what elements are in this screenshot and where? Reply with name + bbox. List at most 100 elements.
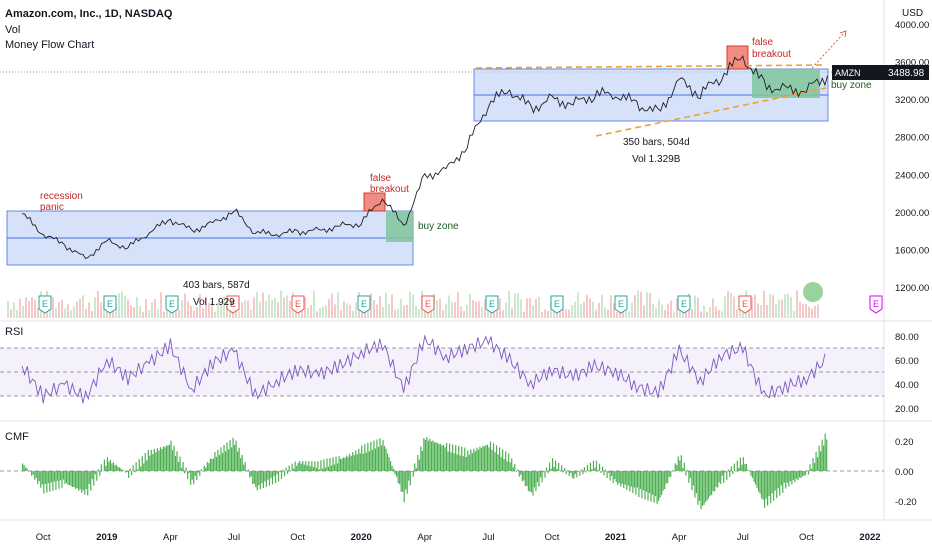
cmf-bar [777,471,779,488]
volume-bar [796,290,798,318]
cmf-bar [782,471,784,494]
cmf-bar [462,456,464,471]
cmf-bar [374,448,377,471]
cmf-bar [88,471,90,485]
cmf-bar [344,457,346,471]
cmf-bar [215,456,218,471]
cmf-bar [223,444,225,471]
cmf-bar [229,440,231,471]
volume-bar [178,310,180,318]
cmf-bar [561,465,563,471]
cmf-bar [579,471,581,476]
cmf-bar [556,468,558,471]
cmf-bar [762,471,764,500]
cmf-bar [380,445,383,471]
cmf-bar [645,471,648,492]
volume-bar [64,308,66,318]
cmf-bar [78,471,80,491]
cmf-bar [26,468,28,471]
cmf-bar [335,456,337,471]
cmf-bar [679,460,681,471]
earnings-marker-label: E [873,299,879,309]
volume-bar [379,295,381,318]
cmf-bar [252,471,254,485]
volume-bar [547,310,549,318]
cmf-bar [25,467,27,471]
cmf-bar [767,471,769,506]
cmf-bar [733,463,735,471]
volume-bar [583,301,585,318]
cmf-bar [606,471,608,479]
volume-bar [151,301,153,318]
cmf-bar [420,446,422,471]
cmf-bar [436,443,439,471]
time-axis-tick: Oct [290,532,305,543]
cmf-bar [562,471,564,473]
cmf-bar [144,453,146,471]
time-axis-tick: Apr [417,532,432,543]
cmf-bar [727,469,729,471]
cmf-bar [711,471,713,495]
cmf-bar [810,468,813,471]
cmf-bar [670,471,672,478]
cmf-bar [267,471,269,480]
cmf-bar [109,459,112,471]
volume-bar [466,304,468,318]
cmf-bar [70,471,72,487]
cmf-bar [745,464,748,471]
rsi-axis-tick: 20.00 [895,404,919,415]
volume-bar [457,292,459,318]
volume-bar [802,303,804,318]
cmf-bar [742,457,744,471]
cmf-bar [823,445,825,471]
volume-bar [25,297,27,318]
cmf-bar [792,471,794,481]
cmf-bar [571,471,573,478]
cmf-bar [423,438,425,471]
cmf-bar [703,471,705,505]
volume-bar [445,303,447,318]
volume-bar [157,309,159,318]
cmf-bar [406,471,408,494]
volume-bar [460,306,462,318]
cmf-bar [815,451,817,471]
volume-bar [286,295,288,318]
cmf-bar [318,469,320,471]
volume-bar [370,293,372,318]
range2-vol-label: Vol 1.329B [632,154,681,165]
cmf-bar [654,471,657,497]
volume-bar [70,310,72,318]
volume-bar [484,299,486,318]
false-breakout-2-line1: false [752,37,774,48]
cmf-bar [648,471,651,494]
cmf-bar [343,457,345,471]
volume-bar [382,306,384,318]
volume-bar [760,305,762,318]
price-axis-tick: 1600.00 [895,245,929,256]
volume-bar [325,305,327,318]
cmf-bar [249,471,251,478]
cmf-bar [435,442,437,471]
volume-bar [100,302,102,318]
volume-bar [676,298,678,318]
volume-bar [598,302,600,318]
cmf-bar [409,471,411,486]
cmf-bar [121,470,124,471]
volume-bar [706,311,708,318]
volume-bar [703,305,705,318]
cmf-bar [124,471,127,473]
cmf-bar [489,441,492,471]
volume-bar [805,304,807,318]
volume-bar [160,292,162,318]
volume-bar [274,298,276,318]
cmf-bar [385,448,387,471]
volume-bar [601,294,603,318]
cmf-bar [800,471,802,479]
price-axis-tick: 2800.00 [895,133,929,144]
cmf-bar [455,445,457,471]
volume-bar [541,311,543,318]
volume-bar [262,292,264,318]
cmf-bar [274,471,277,484]
volume-bar [19,299,21,318]
